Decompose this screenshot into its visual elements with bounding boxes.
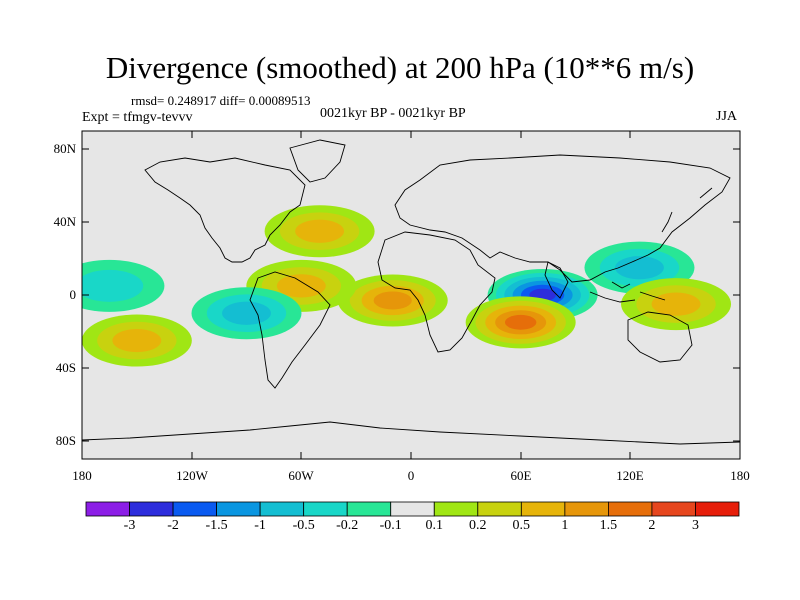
colorbar-swatch-6 [346,501,392,517]
colorbar-label-10: 1 [561,518,569,533]
season-label: JJA [716,109,738,124]
colorbar-swatch-8 [433,501,479,517]
lon-tick-60w: 60W [288,468,314,483]
colorbar-label-13: 3 [692,518,699,533]
colorbar-label-12: 2 [648,518,656,533]
lon-tick-180w: 180 [72,468,92,483]
field-contour-3-2 [276,274,326,298]
colorbar-swatch-9 [477,501,522,517]
colorbar-label-6: -0.1 [379,518,402,533]
coast-antarctica [82,421,740,445]
colorbar-swatch-10 [520,501,566,517]
colorbar-swatch-11 [564,501,609,517]
colorbar-swatch-1 [129,501,174,517]
colorbar-label-3: -1 [254,518,266,533]
colorbar-swatch-0 [85,501,130,517]
axis-ticks [81,131,741,459]
field-contour-9-2 [295,219,345,243]
colorbar-swatch-13 [651,501,696,517]
coast-eurasia [394,154,731,283]
colorbar-label-8: 0.2 [469,518,487,533]
lat-tick-eq: 0 [69,287,77,302]
colorbar-swatch-2 [172,501,218,517]
lat-tick-40s: 40S [55,360,76,375]
colorbar-label-1: -2 [167,518,179,533]
field-contour-1-4 [504,314,537,330]
period-label: 0021kyr BP - 0021kyr BP [320,106,466,121]
coast-australia [627,311,693,363]
lat-tick-40n: 40N [53,214,76,229]
coast-africa [377,231,496,353]
coast-north-america [144,157,306,263]
colorbar [85,501,740,517]
colorbar-label-2: -1.5 [205,518,228,533]
field-contour-6-1 [82,269,144,302]
coast-greenland [289,139,346,183]
field-contour-5-2 [112,328,162,353]
lon-tick-120e: 120E [616,468,644,483]
colorbar-label-5: -0.2 [336,518,359,533]
colorbar-swatch-14 [695,501,740,517]
colorbar-swatch-7 [390,501,435,517]
colorbar-label-7: 0.1 [425,518,444,533]
field-contour-7-2 [615,256,664,280]
colorbar-swatch-4 [259,501,305,517]
colorbar-label-9: 0.5 [512,518,531,533]
lon-tick-180e: 180 [730,468,750,483]
field-contour-8-2 [651,292,701,316]
coast-maritime-continent [589,281,666,303]
field-contour-2-3 [373,291,412,310]
lat-tick-80s: 80S [55,433,76,448]
field-contour-4-2 [222,301,271,325]
colorbar-label-4: -0.5 [292,518,315,533]
coast-south-america [249,271,331,389]
lon-tick-0: 0 [407,468,415,483]
coastlines [82,139,740,445]
colorbar-swatch-3 [216,501,261,517]
divergence-field [82,205,732,367]
lat-tick-80n: 80N [53,141,76,156]
rmsd-stats: rmsd= 0.248917 diff= 0.00089513 [131,93,311,108]
experiment-label: Expt = tfmgv-tevvv [82,110,193,125]
lon-tick-60e: 60E [510,468,532,483]
colorbar-label-11: 1.5 [599,518,618,533]
colorbar-label-0: -3 [123,518,136,533]
colorbar-swatch-5 [303,501,348,517]
colorbar-swatch-12 [608,501,653,517]
coast-india [544,261,569,299]
plot-title: Divergence (smoothed) at 200 hPa (10**6 … [105,50,695,85]
lon-tick-120w: 120W [176,468,208,483]
coast-japan [661,187,713,233]
